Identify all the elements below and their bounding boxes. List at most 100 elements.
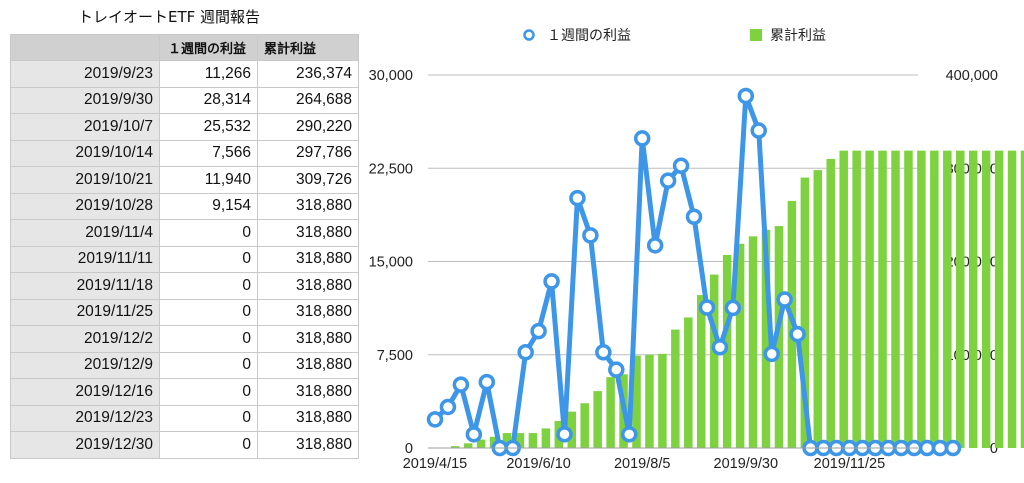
- point-weekly-profit: [646, 237, 664, 254]
- point-weekly-profit: [582, 227, 599, 244]
- header-cumulative-profit: 累計利益: [257, 34, 359, 61]
- row-date: 2019/11/4: [10, 219, 160, 247]
- row-weekly-profit: 0: [159, 298, 258, 326]
- point-weekly-profit: [672, 157, 690, 175]
- bar-cumulative-profit: [632, 355, 641, 448]
- y-left-tick-label: 7,500: [377, 348, 413, 364]
- bar-cumulative-profit: [813, 170, 823, 449]
- row-cumulative-profit: 290,220: [257, 113, 359, 141]
- row-date: 2019/12/16: [10, 378, 160, 406]
- table-row: 2019/10/14 7,566 297,786: [10, 139, 359, 167]
- row-weekly-profit: 7,566: [159, 139, 258, 167]
- point-weekly-profit: [452, 376, 470, 393]
- table-row: 2019/12/16 0 318,880: [10, 378, 359, 406]
- point-weekly-profit: [789, 325, 806, 343]
- legend-cumulative-profit-marker: [750, 29, 762, 41]
- table-row: 2019/9/23 11,266 236,374: [10, 60, 359, 88]
- y-left-tick-label: 30,000: [369, 68, 413, 84]
- y-left-tick-label: 15,000: [369, 255, 413, 271]
- bar-cumulative-profit: [658, 353, 667, 448]
- bar-cumulative-profit: [930, 150, 939, 448]
- bar-cumulative-profit: [697, 295, 706, 448]
- table-row: 2019/10/21 11,940 309,726: [10, 166, 359, 194]
- row-date: 2019/12/9: [10, 351, 160, 379]
- bar-cumulative-profit: [865, 150, 874, 448]
- bar-cumulative-profit: [671, 329, 680, 448]
- bar-cumulative-profit: [709, 274, 719, 448]
- table-header-row: １週間の利益 累計利益: [10, 34, 359, 61]
- point-weekly-profit: [621, 426, 638, 443]
- x-tick-label: 2019/11/25: [814, 456, 886, 472]
- row-weekly-profit: 0: [159, 404, 258, 432]
- legend-weekly-profit-label: １週間の利益: [547, 28, 631, 44]
- table-row: 2019/12/9 0 318,880: [10, 351, 359, 379]
- point-weekly-profit: [737, 87, 755, 105]
- point-weekly-profit: [569, 189, 586, 207]
- point-weekly-profit: [724, 299, 742, 317]
- table-row: 2019/11/11 0 318,880: [10, 245, 359, 273]
- table-row: 2019/12/23 0 318,880: [10, 404, 359, 432]
- bar-cumulative-profit: [450, 446, 460, 448]
- point-weekly-profit: [556, 426, 573, 443]
- point-weekly-profit: [944, 439, 962, 457]
- bar-cumulative-profit: [593, 391, 602, 448]
- row-date: 2019/10/14: [10, 139, 160, 167]
- bar-cumulative-profit: [943, 150, 952, 448]
- table-row: 2019/10/28 9,154 318,880: [10, 192, 359, 220]
- bar-cumulative-profit: [981, 150, 991, 448]
- bar-cumulative-profit: [684, 317, 693, 448]
- line-weekly-profit: [433, 93, 953, 451]
- row-weekly-profit: 0: [159, 351, 258, 379]
- point-weekly-profit: [530, 322, 547, 340]
- row-cumulative-profit: 318,880: [257, 192, 359, 220]
- table-body: 2019/9/23 11,266 236,374 2019/9/30 28,314 264…: [10, 60, 359, 459]
- bar-cumulative-profit: [761, 229, 771, 448]
- bar-cumulative-profit: [839, 150, 848, 448]
- point-weekly-profit: [543, 273, 560, 290]
- point-weekly-profit: [595, 344, 612, 361]
- table-row: 2019/9/30 28,314 264,688: [10, 86, 359, 114]
- point-weekly-profit: [698, 299, 716, 316]
- point-weekly-profit: [426, 411, 444, 428]
- bar-cumulative-profit: [1020, 150, 1024, 448]
- row-cumulative-profit: 236,374: [257, 60, 359, 88]
- row-cumulative-profit: 318,880: [257, 219, 359, 247]
- bar-cumulative-profit: [891, 150, 900, 448]
- bar-cumulative-profit: [1007, 150, 1017, 448]
- point-weekly-profit: [750, 122, 767, 139]
- row-date: 2019/11/11: [10, 245, 160, 273]
- bar-cumulative-profit: [567, 411, 576, 448]
- row-weekly-profit: 11,940: [159, 166, 258, 194]
- point-weekly-profit: [465, 426, 483, 443]
- table-row: 2019/12/30 0 318,880: [10, 431, 359, 459]
- row-cumulative-profit: 318,880: [257, 378, 359, 406]
- row-weekly-profit: 0: [159, 219, 258, 247]
- row-cumulative-profit: 309,726: [257, 166, 359, 194]
- point-weekly-profit: [776, 291, 793, 308]
- row-weekly-profit: 0: [159, 245, 258, 273]
- row-cumulative-profit: 318,880: [257, 431, 359, 459]
- point-weekly-profit: [685, 208, 703, 225]
- point-weekly-profit: [763, 345, 780, 363]
- bar-cumulative-profit: [735, 243, 745, 448]
- bar-cumulative-profit: [606, 377, 615, 448]
- bar-cumulative-profit: [878, 150, 887, 448]
- y-right-tick-label: 400,000: [946, 68, 998, 84]
- bar-cumulative-profit: [994, 150, 1004, 448]
- bar-cumulative-profit: [917, 150, 926, 448]
- table-row: 2019/11/4 0 318,880: [10, 219, 359, 247]
- x-tick-label: 2019/9/30: [714, 456, 779, 472]
- row-date: 2019/11/18: [10, 272, 160, 300]
- legend-weekly-profit-marker: [523, 29, 535, 41]
- bar-cumulative-profit: [645, 354, 654, 448]
- y-right-tick-label: 0: [990, 441, 998, 457]
- bar-cumulative-profit: [956, 150, 965, 448]
- table-title: トレイオートETF 週間報告: [78, 8, 261, 26]
- row-weekly-profit: 9,154: [159, 192, 258, 220]
- row-weekly-profit: 0: [159, 431, 258, 459]
- bar-cumulative-profit: [722, 254, 732, 448]
- row-date: 2019/9/23: [10, 60, 160, 88]
- legend-cumulative-profit-label: 累計利益: [770, 28, 826, 44]
- bar-cumulative-profit: [463, 443, 473, 448]
